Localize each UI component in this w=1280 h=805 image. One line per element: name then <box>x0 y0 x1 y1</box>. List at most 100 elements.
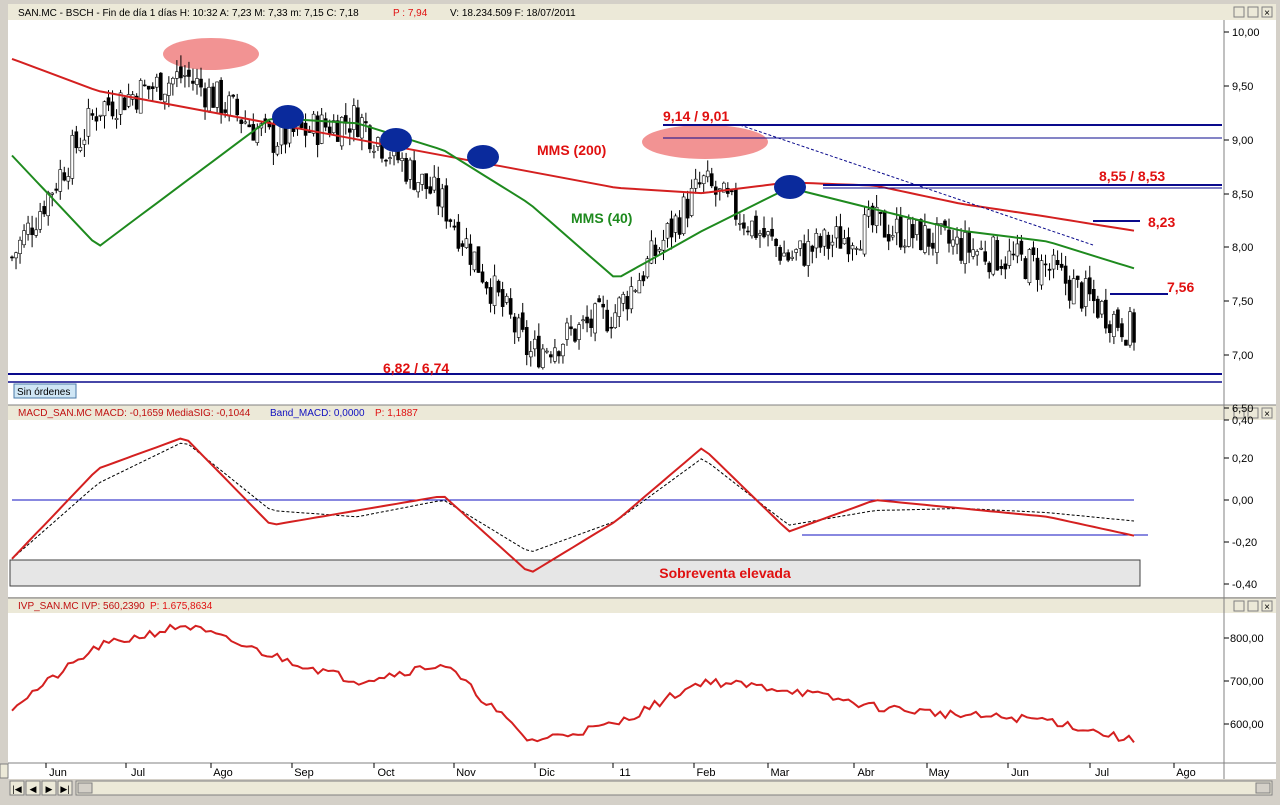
x-axis: Jun Jul Ago Sep Oct Nov Dic 11 Feb Mar Abr May Jun Ju… <box>45 763 1196 779</box>
candle-body <box>609 326 614 329</box>
candle-body <box>617 297 622 317</box>
ivp-header-text: IVP_SAN.MC IVP: 560,2390 <box>18 601 145 612</box>
candle-body <box>701 175 706 184</box>
close-icon[interactable] <box>1261 600 1273 612</box>
candle-body <box>541 348 545 368</box>
candle-body <box>1003 263 1008 270</box>
candle-body <box>838 226 843 249</box>
candle-body <box>90 113 95 116</box>
candle-body <box>134 95 139 110</box>
close-icon[interactable] <box>1261 6 1273 18</box>
candle-body <box>794 249 798 253</box>
candle-body <box>669 218 674 238</box>
orders-status-text: Sin órdenes <box>17 387 70 398</box>
mms40-label: MMS (40) <box>571 210 632 226</box>
candle-body <box>589 318 593 328</box>
candle-body <box>504 295 509 303</box>
candle-body <box>1112 313 1116 337</box>
candle-body <box>569 326 573 330</box>
downtrend-line <box>739 124 1094 246</box>
crossover-marker-2 <box>380 128 412 152</box>
candle-body <box>524 327 529 356</box>
candle-body <box>142 84 147 87</box>
candle-body <box>557 351 561 357</box>
candle-body <box>235 98 240 116</box>
candle-body <box>947 229 951 244</box>
candle-body <box>858 248 863 251</box>
month-label: Ago <box>1176 767 1196 779</box>
candle-body <box>372 150 376 153</box>
price-tick-label: 7,50 <box>1232 296 1253 308</box>
candle-body <box>452 225 457 228</box>
candle-body <box>593 303 597 334</box>
candle-body <box>842 238 847 245</box>
candle-body <box>10 256 14 259</box>
candle-body <box>195 78 199 85</box>
scroll-left-arrow[interactable] <box>77 782 93 794</box>
minimize-icon[interactable] <box>1233 6 1245 18</box>
candle-body <box>870 205 875 226</box>
candle-body <box>114 117 119 120</box>
crossover-marker-4 <box>774 175 806 199</box>
candle-body <box>782 252 786 257</box>
candle-body <box>315 115 320 145</box>
candle-body <box>215 81 219 108</box>
candle-body <box>1075 275 1080 280</box>
candle-body <box>601 303 605 308</box>
candle-body <box>661 239 666 251</box>
mms40-line <box>11 117 1135 278</box>
scroll-corner-button[interactable] <box>0 763 9 779</box>
next-button[interactable] <box>41 780 57 796</box>
candle-body <box>311 113 316 134</box>
last-button[interactable] <box>57 780 73 796</box>
restore-icon[interactable] <box>1247 6 1259 18</box>
nav-buttons[interactable]: |◀ ◀ ▶ ▶| <box>9 780 73 796</box>
close-icon[interactable] <box>1261 407 1273 419</box>
scroll-right-arrow[interactable] <box>1255 782 1271 794</box>
candle-body <box>70 135 75 179</box>
close-glyph: × <box>1264 602 1270 613</box>
candle-body <box>605 309 609 332</box>
candle-body <box>448 219 453 222</box>
candle-body <box>416 182 420 193</box>
candle-body <box>814 233 819 249</box>
candle-body <box>126 94 131 107</box>
candle-body <box>846 237 851 255</box>
candle-body <box>955 236 959 245</box>
price-tick-label: 10,00 <box>1232 27 1260 39</box>
ivp-axis-area <box>1224 613 1276 763</box>
candle-body <box>239 119 244 124</box>
candle-body <box>175 71 179 79</box>
candle-body <box>1108 324 1112 334</box>
macd-tick-label: -0,40 <box>1232 579 1257 591</box>
candle-body <box>18 239 22 254</box>
macd-window-buttons[interactable]: × <box>1233 407 1273 420</box>
horizontal-scrollbar[interactable] <box>75 780 1273 796</box>
restore-icon[interactable] <box>1247 600 1259 612</box>
ivp-window-buttons[interactable]: × <box>1233 600 1273 613</box>
first-button[interactable] <box>9 780 25 796</box>
candle-body <box>464 238 469 248</box>
candle-body <box>472 251 477 271</box>
candle-body <box>1031 247 1036 256</box>
candle-body <box>456 221 461 249</box>
orders-status-box[interactable] <box>13 383 77 399</box>
candle-body <box>219 79 223 115</box>
prev-button[interactable] <box>25 780 41 796</box>
candle-body <box>818 235 823 248</box>
candle-body <box>902 245 907 248</box>
candle-body <box>742 222 746 229</box>
candle-body <box>122 97 127 111</box>
minimize-icon[interactable] <box>1233 407 1245 419</box>
candle-body <box>886 234 891 242</box>
candle-body <box>581 319 585 322</box>
mms200-line <box>11 57 1135 232</box>
price-window-buttons[interactable]: × <box>1233 6 1273 19</box>
minimize-icon[interactable] <box>1233 600 1245 612</box>
candle-body <box>770 228 774 237</box>
candle-body <box>520 312 525 330</box>
price-tick-label: 9,00 <box>1232 135 1253 147</box>
restore-icon[interactable] <box>1247 407 1259 419</box>
candle-body <box>243 121 248 124</box>
month-label: Nov <box>456 767 476 779</box>
